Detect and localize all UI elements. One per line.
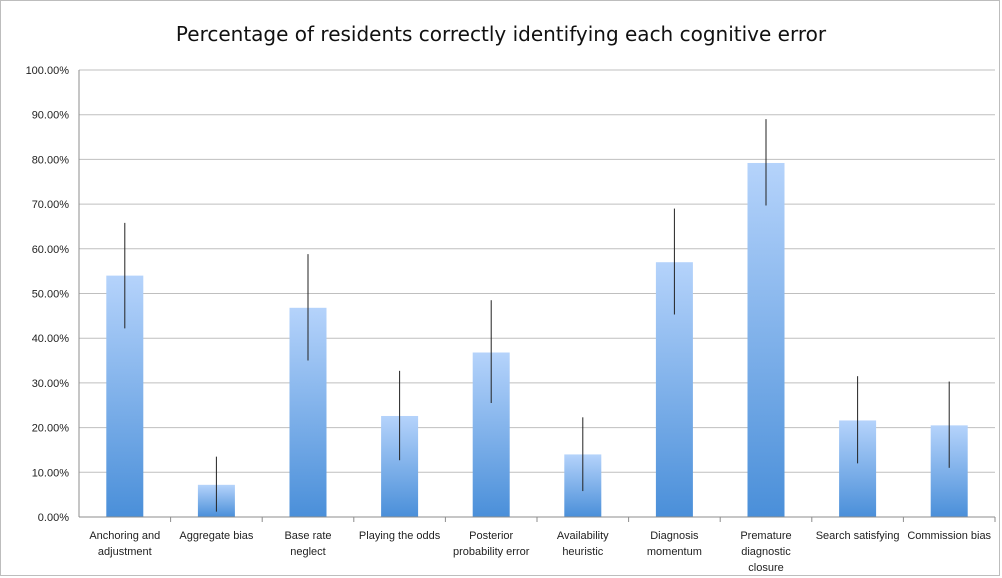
x-category-label: heuristic — [562, 546, 603, 558]
x-category-label: Premature — [740, 530, 791, 542]
error-bars — [124, 119, 950, 512]
y-tick-label: 70.00% — [32, 199, 70, 211]
x-category-label: neglect — [290, 546, 325, 558]
y-tick-label: 90.00% — [32, 110, 70, 122]
x-category-label: probability error — [453, 546, 530, 558]
x-category-label: Search satisfying — [816, 530, 900, 542]
x-category-label: adjustment — [98, 546, 152, 558]
y-tick-label: 40.00% — [32, 333, 70, 345]
gridlines — [79, 69, 995, 473]
x-category-label: Aggregate bias — [179, 530, 253, 542]
x-category-label: Base rate — [284, 530, 331, 542]
x-category-label: closure — [748, 562, 783, 574]
x-category-label: Playing the odds — [359, 530, 441, 542]
y-tick-label: 10.00% — [32, 467, 70, 479]
x-category-label: Posterior — [469, 530, 513, 542]
x-category-label: Commission bias — [907, 530, 991, 542]
y-tick-label: 30.00% — [32, 378, 70, 390]
x-category-label: Diagnosis — [650, 530, 699, 542]
x-category-label: diagnostic — [741, 546, 791, 558]
chart-title: Percentage of residents correctly identi… — [175, 22, 827, 46]
x-category-label: Anchoring and — [89, 530, 160, 542]
y-tick-label: 50.00% — [32, 289, 70, 301]
x-category-label: Availability — [557, 530, 609, 542]
y-tick-label: 0.00% — [38, 512, 69, 524]
y-tick-label: 20.00% — [32, 423, 70, 435]
x-category-label: momentum — [647, 546, 702, 558]
bars — [106, 162, 968, 517]
x-axis-labels: Anchoring and adjustment Aggregate bias Bas… — [89, 517, 996, 574]
y-tick-label: 100.00% — [26, 65, 70, 77]
bar — [747, 162, 785, 517]
y-axis-ticks: 0.00% 10.00% 20.00% 30.00% 40.00% 50.00% 60.00… — [26, 65, 70, 524]
y-tick-label: 80.00% — [32, 154, 70, 166]
y-tick-label: 60.00% — [32, 244, 70, 256]
